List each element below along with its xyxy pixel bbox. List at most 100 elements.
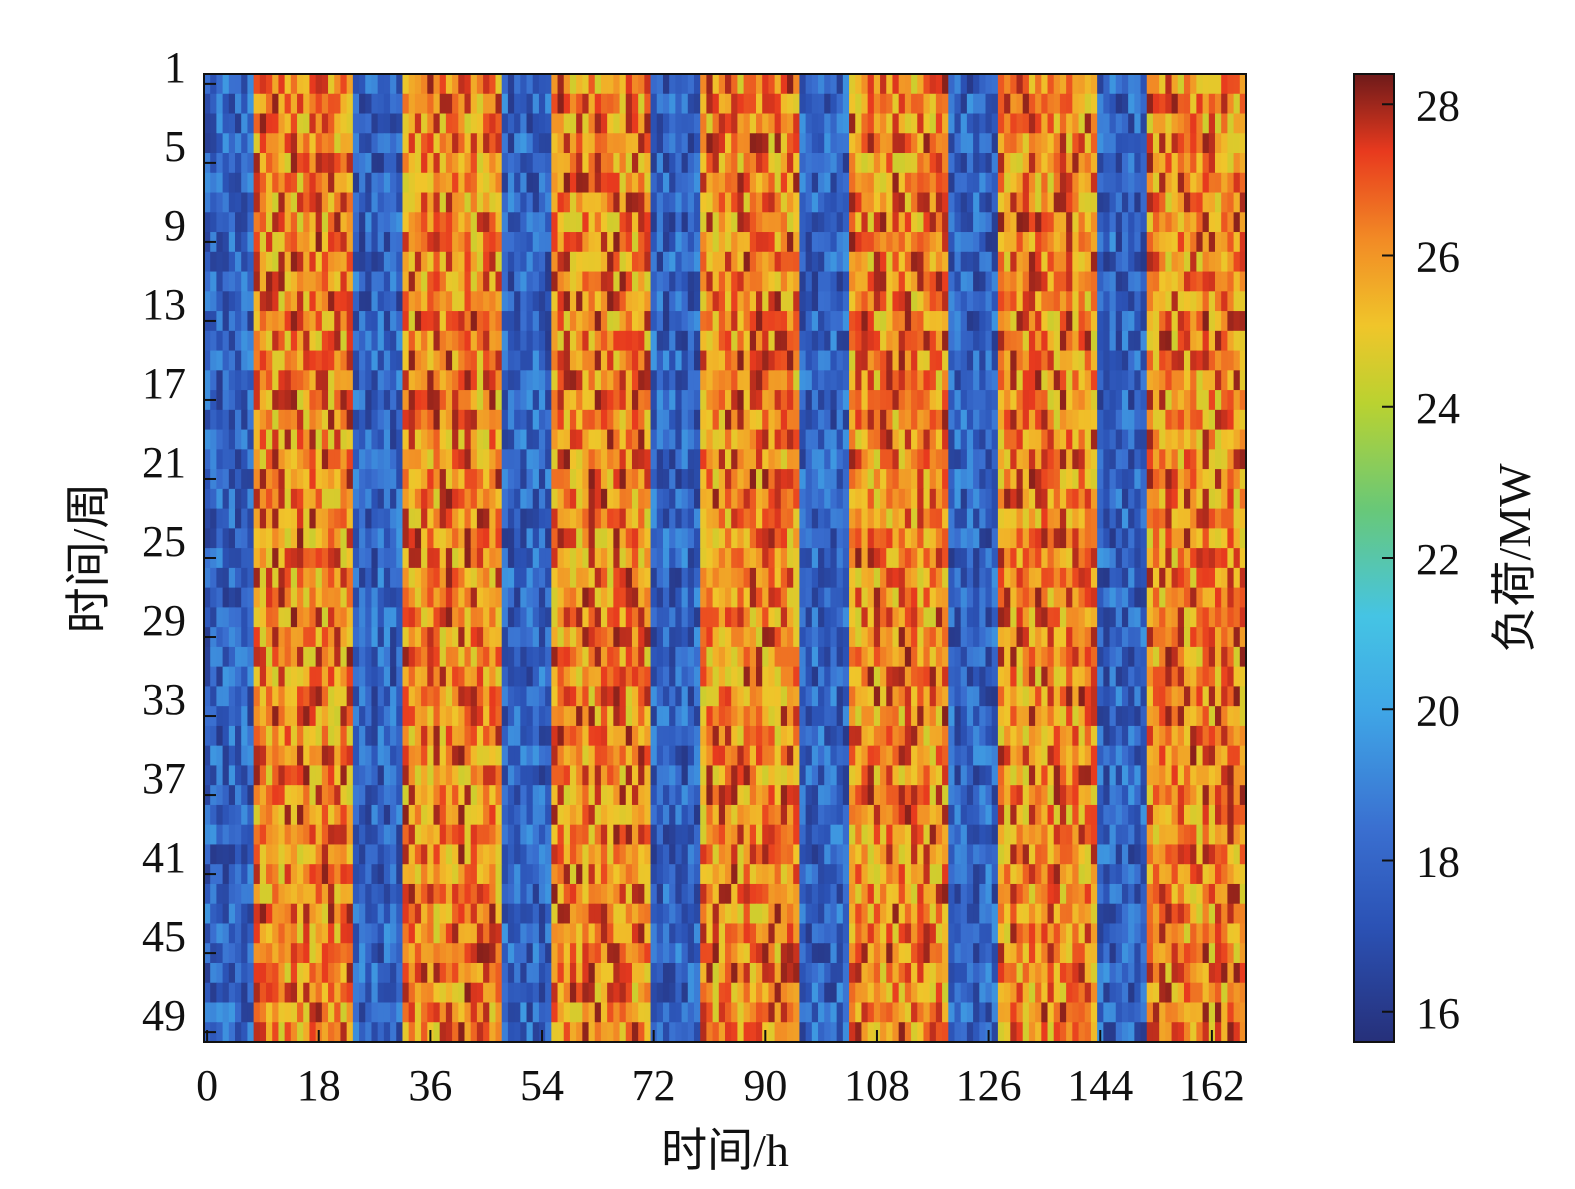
heatmap-cell — [1078, 607, 1086, 628]
heatmap-cell — [464, 251, 472, 273]
heatmap-cell — [880, 390, 887, 411]
heatmap-cell — [1208, 449, 1216, 470]
heatmap-cell — [1140, 232, 1148, 253]
heatmap-cell — [886, 627, 894, 648]
heatmap-cell — [489, 567, 497, 589]
heatmap-cell — [210, 291, 217, 312]
heatmap-cell — [551, 567, 559, 589]
heatmap-cell — [427, 429, 435, 450]
heatmap-cell — [600, 153, 608, 174]
heatmap-cell — [1171, 607, 1179, 628]
heatmap-cell — [1134, 627, 1142, 648]
heatmap-cell — [1202, 449, 1210, 470]
heatmap-cell — [216, 607, 224, 628]
heatmap-cell — [787, 172, 794, 194]
heatmap-cell — [880, 528, 887, 549]
heatmap-cell — [1183, 390, 1191, 411]
heatmap-cell — [1183, 607, 1191, 628]
heatmap-cell — [706, 93, 714, 115]
heatmap-cell — [421, 251, 428, 273]
heatmap-cell — [1202, 429, 1210, 450]
heatmap-cell — [1152, 469, 1160, 490]
heatmap-cell — [1239, 370, 1247, 391]
heatmap-cell — [377, 370, 385, 391]
heatmap-cell — [880, 370, 887, 391]
heatmap-cell — [340, 528, 348, 549]
heatmap-cell — [538, 330, 546, 352]
heatmap-cell — [272, 212, 280, 233]
heatmap-cell — [1066, 449, 1073, 470]
heatmap-cell — [787, 370, 794, 391]
heatmap-cell — [470, 409, 478, 431]
heatmap-cell — [985, 548, 993, 569]
heatmap-cell — [1004, 93, 1011, 115]
heatmap-cell — [787, 587, 794, 608]
heatmap-cell — [954, 93, 962, 115]
heatmap-cell — [1152, 212, 1160, 233]
heatmap-cell — [483, 607, 490, 628]
heatmap-cell — [867, 488, 875, 510]
heatmap-cell — [1016, 508, 1024, 529]
heatmap-cell — [1221, 133, 1228, 154]
heatmap-cell — [1047, 212, 1055, 233]
heatmap-cell — [805, 567, 813, 589]
heatmap-cell — [799, 469, 807, 490]
heatmap-cell — [1196, 232, 1204, 253]
heatmap-cell — [266, 548, 273, 569]
heatmap-cell — [1016, 232, 1024, 253]
heatmap-cell — [204, 567, 211, 589]
heatmap-cell — [1221, 192, 1228, 213]
heatmap-cell — [228, 508, 236, 529]
heatmap-cell — [681, 172, 689, 194]
heatmap-cell — [390, 429, 397, 450]
heatmap-cell — [991, 449, 999, 470]
heatmap-cell — [855, 548, 863, 569]
heatmap-cell — [929, 646, 937, 668]
heatmap-cell — [383, 153, 391, 174]
heatmap-cell — [1171, 133, 1179, 154]
heatmap-cell — [545, 251, 552, 273]
heatmap-cell — [1059, 607, 1067, 628]
heatmap-cell — [1159, 390, 1166, 411]
heatmap-cell — [303, 548, 311, 569]
heatmap-cell — [1239, 153, 1247, 174]
heatmap-cell — [501, 508, 509, 529]
heatmap-cell — [514, 291, 521, 312]
heatmap-cell — [538, 469, 546, 490]
heatmap-cell — [1233, 587, 1241, 608]
heatmap-cell — [328, 409, 335, 431]
heatmap-cell — [1214, 74, 1222, 95]
heatmap-cell — [997, 172, 1005, 194]
heatmap-cell — [805, 469, 813, 490]
heatmap-cell — [768, 508, 776, 529]
heatmap-cell — [607, 232, 614, 253]
heatmap-cell — [501, 192, 509, 213]
heatmap-cell — [954, 311, 962, 332]
heatmap-cell — [458, 172, 466, 194]
heatmap-cell — [799, 311, 807, 332]
heatmap-cell — [495, 271, 503, 292]
heatmap-cell — [427, 646, 435, 668]
heatmap-cell — [1028, 93, 1036, 115]
heatmap-cell — [545, 488, 552, 510]
heatmap-cell — [328, 390, 335, 411]
heatmap-cell — [1196, 548, 1204, 569]
heatmap-cell — [867, 548, 875, 569]
heatmap-cell — [414, 607, 422, 628]
heatmap-cell — [954, 469, 962, 490]
heatmap-cell — [743, 232, 751, 253]
heatmap-cell — [880, 607, 887, 628]
heatmap-cell — [365, 370, 373, 391]
heatmap-cell — [352, 469, 360, 490]
heatmap-cell — [222, 607, 230, 628]
heatmap-cell — [247, 548, 255, 569]
heatmap-cell — [1097, 74, 1104, 95]
heatmap-cell — [452, 133, 459, 154]
heatmap-cell — [1010, 232, 1018, 253]
heatmap-cell — [483, 429, 490, 450]
heatmap-cell — [613, 113, 621, 134]
heatmap-cell — [557, 607, 565, 628]
heatmap-cell — [414, 93, 422, 115]
heatmap-cell — [1134, 271, 1142, 292]
heatmap-cell — [855, 429, 863, 450]
